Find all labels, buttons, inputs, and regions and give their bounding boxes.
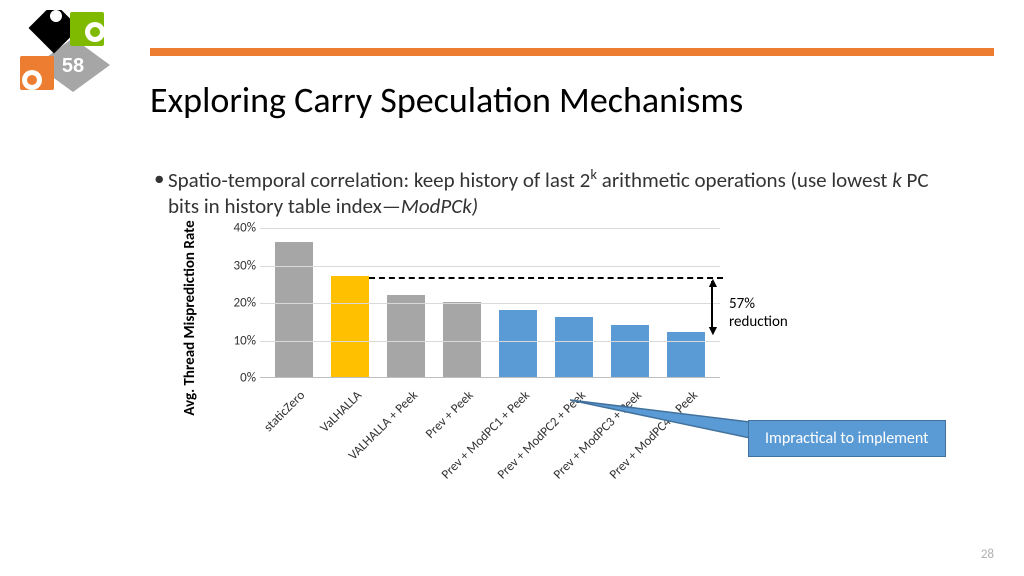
annotation-text: 57% reduction bbox=[729, 295, 788, 331]
y-tick-label: 0% bbox=[216, 371, 256, 386]
x-tick-label: staticZero bbox=[262, 388, 309, 435]
grid-line bbox=[260, 266, 720, 267]
bar bbox=[331, 276, 369, 377]
bar bbox=[387, 295, 425, 378]
svg-text:58: 58 bbox=[62, 55, 84, 77]
y-tick-label: 10% bbox=[216, 333, 256, 348]
bullet-modpck: ModPCk) bbox=[401, 193, 478, 219]
y-tick-label: 40% bbox=[216, 221, 256, 236]
y-tick-label: 30% bbox=[216, 258, 256, 273]
slide-title: Exploring Carry Speculation Mechanisms bbox=[150, 78, 743, 122]
callout-text: Impractical to implement bbox=[765, 429, 929, 448]
misprediction-chart: Avg. Thread Misprediction Rate 0%10%20%3… bbox=[200, 228, 740, 538]
bar bbox=[667, 332, 705, 377]
annotation-dashed-line bbox=[369, 277, 723, 279]
bar bbox=[275, 242, 313, 377]
bullet-part-2: arithmetic operations (use lowest bbox=[597, 167, 892, 193]
grid-line bbox=[260, 228, 720, 229]
conference-logo: 58 bbox=[18, 10, 118, 100]
bullet-k: k bbox=[892, 167, 902, 193]
bar bbox=[611, 325, 649, 378]
y-tick-label: 20% bbox=[216, 296, 256, 311]
y-axis-label: Avg. Thread Misprediction Rate bbox=[181, 220, 199, 415]
bullet-sup: k bbox=[590, 165, 597, 183]
grid-line bbox=[260, 303, 720, 304]
bullet-text: • Spatio-temporal correlation: keep hist… bbox=[168, 165, 964, 220]
bullet-part-1: Spatio-temporal correlation: keep histor… bbox=[168, 167, 590, 193]
grid-line bbox=[260, 341, 720, 342]
x-tick-label: VaLHALLA bbox=[317, 388, 365, 436]
bar bbox=[499, 310, 537, 378]
annotation-arrow-shaft bbox=[711, 281, 713, 329]
bar bbox=[443, 302, 481, 377]
page-number: 28 bbox=[981, 547, 994, 562]
bar bbox=[555, 317, 593, 377]
plot-area: 0%10%20%30%40% bbox=[260, 228, 720, 378]
x-tick-label: Prev + Peek bbox=[423, 388, 477, 442]
header-divider bbox=[150, 48, 994, 56]
callout-box: Impractical to implement bbox=[748, 420, 946, 457]
